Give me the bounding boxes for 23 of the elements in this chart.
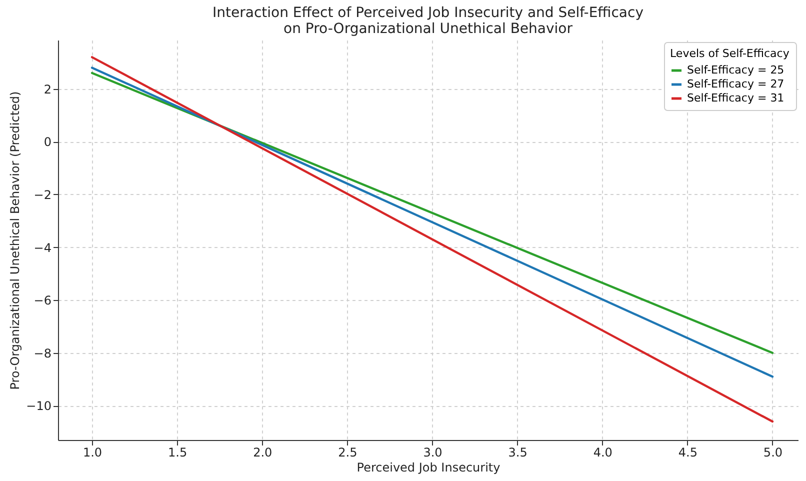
x-tick-label: 1.0 — [82, 446, 102, 460]
y-tick-label: −2 — [34, 188, 52, 202]
y-tick-label: 0 — [44, 135, 52, 150]
x-tick-label: 3.5 — [508, 446, 528, 460]
x-tick-label: 1.5 — [168, 446, 188, 460]
y-tick-label: −6 — [34, 294, 52, 308]
legend-label: Self-Efficacy = 27 — [687, 78, 784, 90]
y-tick-label: −4 — [34, 240, 52, 255]
y-tick-label: −10 — [26, 399, 52, 414]
legend-label: Self-Efficacy = 31 — [687, 92, 784, 104]
y-tick-label: 2 — [44, 82, 52, 96]
y-tick-label: −8 — [34, 346, 52, 360]
legend-title: Levels of Self-Efficacy — [670, 47, 790, 60]
x-tick-label: 4.0 — [593, 446, 612, 460]
x-tick-label: 4.5 — [678, 446, 698, 460]
x-tick-label: 2.5 — [338, 446, 358, 460]
chart-title: Interaction Effect of Perceived Job Insecurity and Self-Efficacy on Pro-Organizational Unethical Behavior — [212, 5, 644, 37]
y-axis-title: Pro-Organizational Unethical Behavior (Predicted) — [8, 91, 22, 390]
x-axis-title: Perceived Job Insecurity — [356, 460, 500, 474]
x-tick-label: 2.0 — [253, 446, 272, 460]
x-tick-label: 5.0 — [763, 446, 783, 460]
legend-label: Self-Efficacy = 25 — [687, 64, 784, 76]
x-tick-label: 3.0 — [423, 446, 442, 460]
